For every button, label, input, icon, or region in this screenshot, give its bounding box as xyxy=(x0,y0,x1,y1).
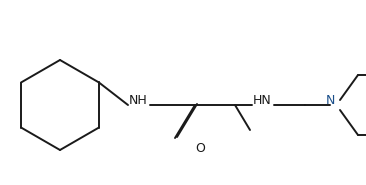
Text: HN: HN xyxy=(253,95,271,107)
Text: N: N xyxy=(325,95,335,107)
Text: O: O xyxy=(195,142,205,154)
Text: NH: NH xyxy=(128,95,147,107)
